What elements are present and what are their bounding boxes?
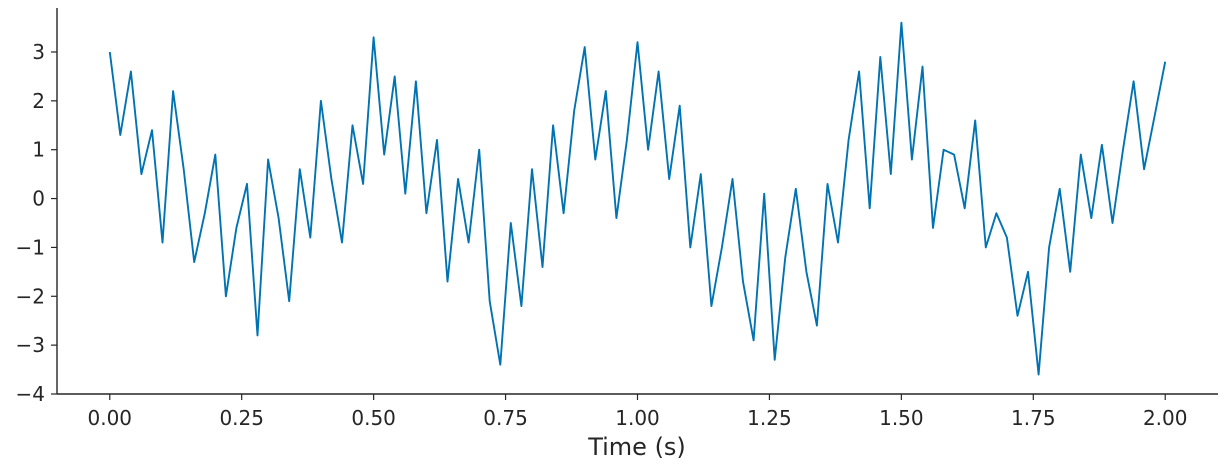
y-tick-label: −1 [16,235,45,259]
x-tick-label: 1.00 [615,406,660,430]
y-tick-label: −3 [16,333,45,357]
x-tick-label: 0.75 [483,406,528,430]
y-tick-label: −4 [16,382,45,406]
y-tick-label: −2 [16,284,45,308]
x-axis-title: Time (s) [587,433,686,461]
y-tick-label: 1 [32,138,45,162]
x-tick-label: 2.00 [1143,406,1188,430]
y-tick-label: 3 [32,40,45,64]
y-ticks: −4 −3 −2 −1 0 1 2 3 [16,40,57,406]
x-tick-label: 1.75 [1011,406,1056,430]
x-ticks: 0.00 0.25 0.50 0.75 1.00 1.25 1.50 1.75 2.00 [88,394,1188,430]
x-tick-label: 0.25 [219,406,264,430]
axes [56,8,1218,395]
series-line-0 [108,21,1167,376]
x-tick-label: 0.50 [351,406,396,430]
x-tick-label: 0.00 [88,406,133,430]
plot-area [108,21,1167,376]
y-tick-label: 2 [32,89,45,113]
x-tick-label: 1.50 [879,406,924,430]
y-tick-label: 0 [32,187,45,211]
x-tick-label: 1.25 [747,406,792,430]
